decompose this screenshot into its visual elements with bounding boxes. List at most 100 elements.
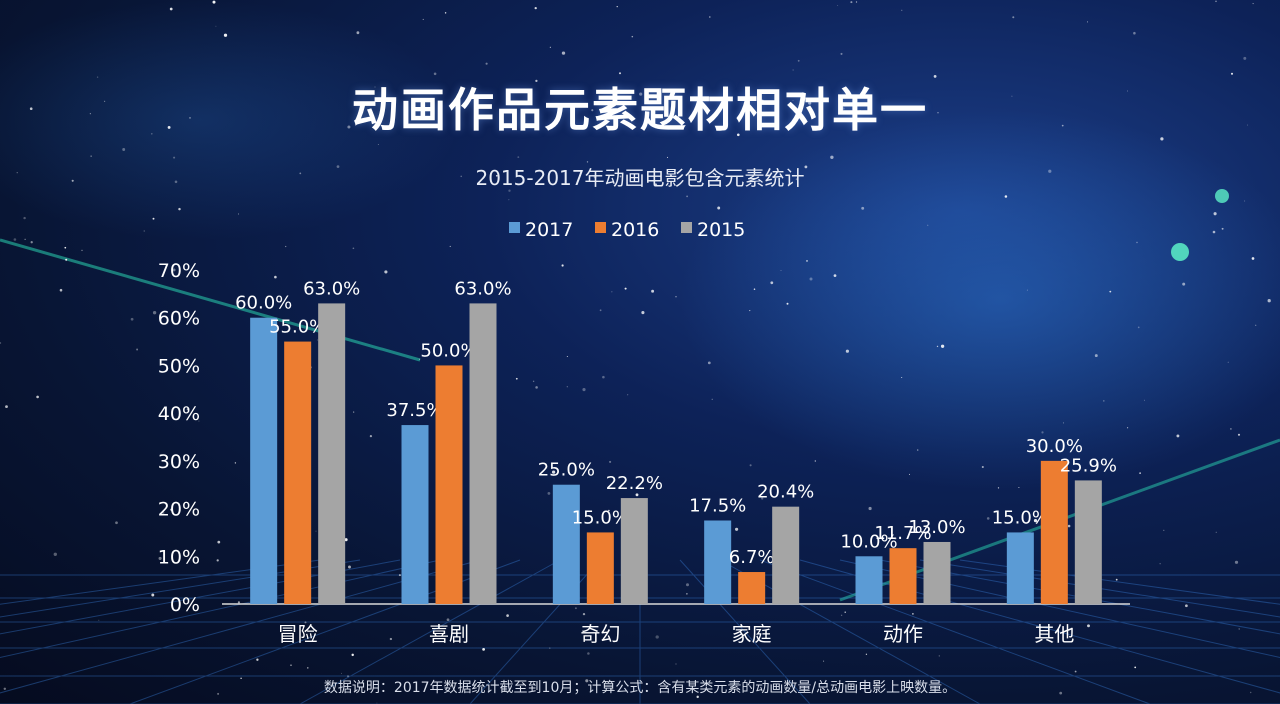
star xyxy=(1074,670,1077,673)
star xyxy=(444,12,447,14)
star xyxy=(167,125,171,129)
star xyxy=(1234,560,1239,564)
star xyxy=(212,0,216,4)
x-tick-label: 动作 xyxy=(883,622,923,646)
star xyxy=(686,583,689,587)
star xyxy=(561,264,564,267)
star xyxy=(1018,486,1020,489)
star xyxy=(315,530,317,532)
bar-2016 xyxy=(738,572,766,604)
star xyxy=(749,310,751,312)
star xyxy=(855,1,858,3)
star xyxy=(1160,137,1164,141)
star xyxy=(0,342,2,344)
star xyxy=(1115,578,1118,581)
star xyxy=(482,648,485,651)
star xyxy=(986,517,990,520)
star xyxy=(130,317,134,321)
star xyxy=(1094,354,1098,358)
star xyxy=(53,552,57,556)
star xyxy=(446,618,450,622)
star xyxy=(619,175,622,178)
bar-2016 xyxy=(889,548,917,604)
star xyxy=(377,144,379,146)
star xyxy=(65,258,68,261)
star xyxy=(761,99,764,103)
data-label: 25.9% xyxy=(1060,455,1117,476)
star xyxy=(566,386,568,388)
star xyxy=(610,687,614,691)
star xyxy=(608,509,610,512)
data-label: 11.7% xyxy=(874,523,931,544)
star xyxy=(1139,472,1141,474)
star xyxy=(161,511,165,515)
star xyxy=(223,33,228,37)
star xyxy=(307,667,309,669)
star xyxy=(96,76,99,78)
bar-2015 xyxy=(620,498,648,604)
star xyxy=(675,663,677,665)
data-label: 13.0% xyxy=(908,517,965,538)
star xyxy=(1127,427,1129,429)
star xyxy=(217,540,221,544)
star xyxy=(1185,604,1188,608)
star xyxy=(369,434,373,438)
bar-2017 xyxy=(250,317,278,604)
star xyxy=(174,180,178,184)
data-label: 20.4% xyxy=(757,482,814,503)
star xyxy=(299,172,302,175)
x-tick-label: 其他 xyxy=(1034,622,1074,646)
star xyxy=(927,224,929,226)
star xyxy=(809,277,813,281)
star xyxy=(1249,691,1252,694)
star xyxy=(593,175,597,179)
star xyxy=(1215,531,1217,533)
data-label: 22.2% xyxy=(606,473,663,494)
star xyxy=(151,593,155,597)
star xyxy=(1176,434,1180,438)
star xyxy=(1159,563,1161,565)
star xyxy=(865,653,868,655)
star xyxy=(845,349,849,353)
star xyxy=(842,107,845,110)
star xyxy=(616,5,618,8)
star xyxy=(795,178,798,181)
star xyxy=(1061,124,1064,127)
star xyxy=(143,230,145,232)
star xyxy=(780,269,782,272)
star xyxy=(1227,361,1229,363)
data-label: 25.0% xyxy=(538,460,595,481)
grid-line xyxy=(759,559,1151,704)
star xyxy=(938,655,940,657)
data-label: 63.0% xyxy=(303,278,360,299)
star xyxy=(1137,326,1140,329)
star xyxy=(186,408,189,411)
x-tick-label: 奇幻 xyxy=(580,622,620,646)
grid-line xyxy=(959,559,1280,605)
star xyxy=(823,660,825,662)
star xyxy=(36,395,39,399)
star xyxy=(347,675,349,678)
star xyxy=(814,460,816,462)
y-tick-label: 70% xyxy=(158,260,200,282)
star xyxy=(198,420,200,422)
star xyxy=(833,274,837,277)
star xyxy=(1143,399,1146,401)
star xyxy=(549,647,551,649)
star xyxy=(152,217,155,220)
star xyxy=(666,156,669,158)
star xyxy=(1087,21,1089,23)
bar-2015 xyxy=(318,303,346,604)
star xyxy=(1067,524,1071,528)
star xyxy=(1230,72,1234,75)
star xyxy=(178,207,181,211)
star xyxy=(347,125,351,129)
star xyxy=(909,473,910,475)
star xyxy=(675,296,677,298)
data-label: 37.5% xyxy=(386,400,443,421)
star xyxy=(16,172,18,174)
data-label: 63.0% xyxy=(454,278,511,299)
star xyxy=(340,672,342,674)
grid-line xyxy=(0,559,321,605)
star xyxy=(170,508,173,511)
